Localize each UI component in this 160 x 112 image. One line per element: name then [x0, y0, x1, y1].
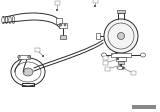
Circle shape	[18, 56, 20, 58]
Circle shape	[94, 5, 96, 7]
Ellipse shape	[23, 68, 33, 76]
Bar	[131, 71, 136, 75]
Ellipse shape	[117, 67, 125, 70]
Circle shape	[42, 55, 44, 57]
Bar	[55, 1, 60, 5]
Circle shape	[122, 67, 124, 69]
Circle shape	[117, 32, 124, 40]
Bar	[59, 23, 67, 28]
Bar	[103, 56, 108, 60]
Circle shape	[104, 19, 138, 53]
Ellipse shape	[101, 53, 107, 57]
Bar	[118, 61, 124, 64]
Ellipse shape	[140, 53, 145, 57]
Circle shape	[120, 64, 122, 66]
Bar	[18, 55, 30, 59]
Bar	[111, 53, 131, 57]
Bar	[116, 57, 126, 61]
Bar	[117, 10, 125, 13]
Bar	[96, 33, 100, 39]
Bar	[56, 18, 62, 24]
Circle shape	[28, 56, 30, 58]
Circle shape	[115, 52, 117, 54]
Circle shape	[56, 9, 58, 11]
Bar	[132, 105, 156, 109]
Bar	[35, 48, 40, 52]
Circle shape	[64, 24, 66, 26]
Bar	[92, 0, 97, 3]
Circle shape	[60, 24, 62, 26]
Circle shape	[117, 58, 119, 60]
Bar	[104, 67, 109, 71]
Ellipse shape	[11, 58, 45, 86]
Bar	[103, 61, 108, 65]
Bar	[60, 35, 66, 39]
